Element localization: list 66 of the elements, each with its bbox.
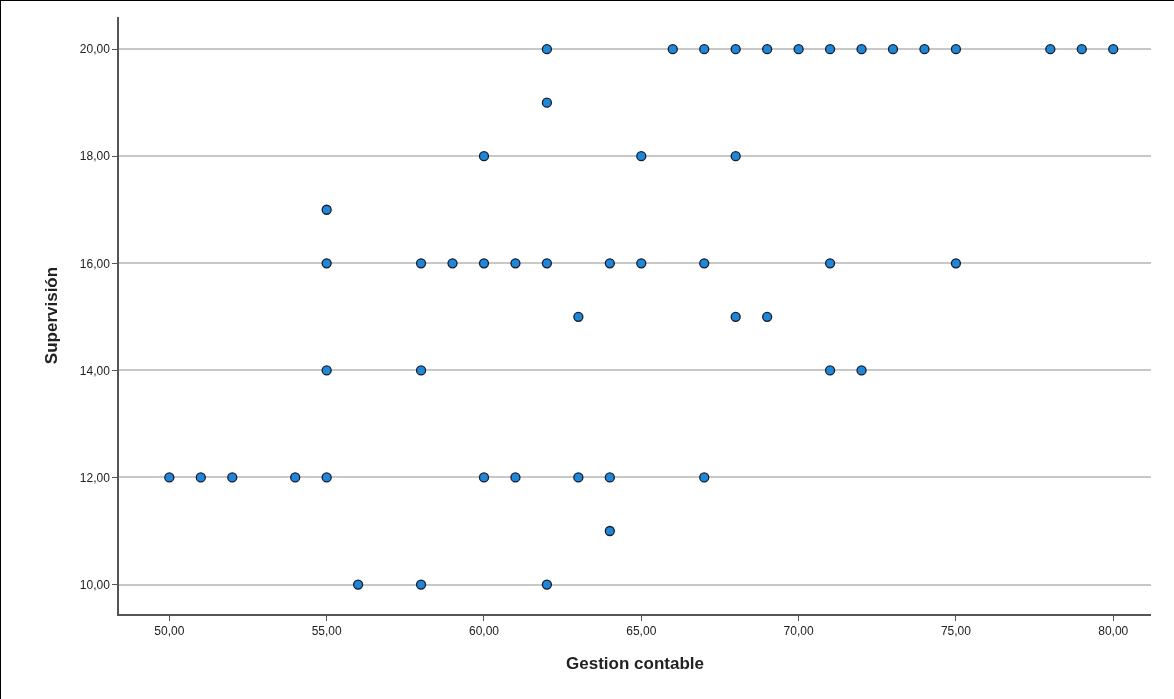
point [573, 311, 584, 322]
y-tick-label: 14,00 [79, 363, 111, 378]
point [541, 43, 553, 55]
point [762, 311, 773, 322]
point [1076, 43, 1087, 55]
point [164, 472, 175, 483]
point [478, 472, 490, 483]
point [824, 43, 836, 55]
x-tick-label: 55,00 [311, 624, 342, 639]
point [604, 258, 615, 269]
point [227, 472, 238, 483]
x-axis-title: Gestion contable [566, 654, 704, 674]
point [604, 525, 615, 537]
x-tick-label: 60,00 [468, 624, 500, 639]
point [415, 365, 427, 376]
x-tick-label: 75,00 [940, 624, 972, 639]
point [824, 365, 836, 376]
point [447, 258, 458, 269]
point [699, 258, 710, 269]
point [1108, 43, 1119, 55]
point [415, 579, 427, 590]
point [793, 43, 804, 55]
point [604, 472, 615, 483]
x-tick-label: 80,00 [1098, 624, 1129, 639]
point [321, 472, 332, 483]
point [856, 43, 867, 55]
point [541, 97, 553, 108]
point [730, 311, 741, 322]
point [636, 151, 647, 162]
point [478, 258, 490, 269]
point [699, 472, 710, 483]
point [950, 43, 962, 55]
point [510, 258, 521, 269]
point [762, 43, 773, 55]
y-tick-label: 12,00 [79, 470, 111, 485]
x-tick-label: 50,00 [154, 624, 185, 639]
point [887, 43, 899, 55]
point [1045, 43, 1056, 55]
point [510, 472, 521, 483]
y-axis-title: Supervisión [41, 266, 61, 365]
x-tick-label: 70,00 [783, 624, 814, 639]
point [195, 472, 206, 483]
point [321, 258, 332, 269]
y-tick-label: 16,00 [79, 256, 111, 271]
point [321, 204, 332, 215]
y-tick-label: 20,00 [79, 42, 111, 57]
point [919, 43, 930, 55]
point [667, 43, 678, 55]
point [573, 472, 584, 483]
point [730, 43, 741, 55]
point [415, 258, 427, 269]
point [478, 151, 490, 162]
point [541, 579, 553, 590]
point [352, 579, 364, 590]
x-tick-label: 65,00 [626, 624, 657, 639]
point [730, 151, 741, 162]
point [856, 365, 867, 376]
y-tick-label: 18,00 [79, 149, 111, 164]
point [290, 472, 301, 483]
point [321, 365, 332, 376]
point [699, 43, 710, 55]
point [636, 258, 647, 269]
point [824, 258, 836, 269]
point [950, 258, 962, 269]
y-tick-label: 10,00 [79, 577, 111, 592]
point [541, 258, 553, 269]
